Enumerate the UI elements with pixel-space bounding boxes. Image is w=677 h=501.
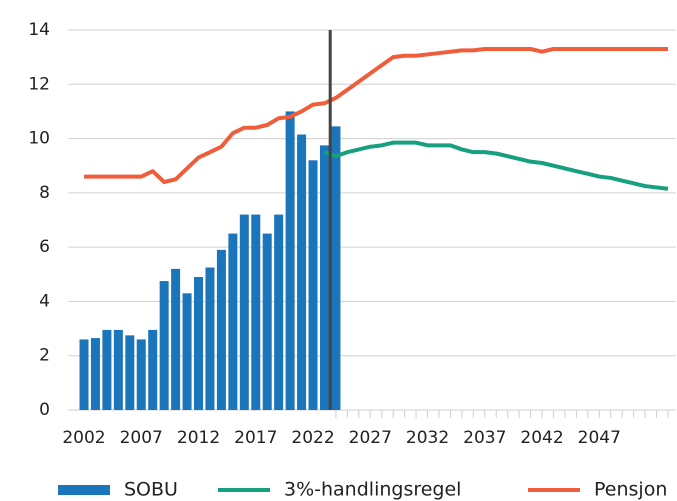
y-tick-label: 10 [28, 129, 50, 149]
bar [297, 134, 307, 410]
x-tick-label: 2002 [62, 428, 105, 448]
bar [113, 329, 123, 410]
y-tick-label: 6 [39, 237, 50, 257]
y-tick-label: 0 [39, 400, 50, 420]
bar [102, 329, 112, 410]
y-tick-label: 14 [28, 20, 50, 40]
bar [159, 281, 169, 410]
x-tick-label: 2027 [349, 428, 392, 448]
line [84, 47, 668, 184]
x-tick-label: 2047 [578, 428, 621, 448]
legend-label: Pensjon [594, 479, 667, 501]
legend-label: 3%-handlingsregel [284, 479, 461, 501]
y-tick-label: 4 [39, 291, 50, 311]
x-tick-label: 2007 [120, 428, 163, 448]
x-tick-label: 2042 [520, 428, 563, 448]
bar [239, 214, 249, 410]
bar [90, 338, 100, 410]
bar [125, 335, 135, 410]
bar [205, 267, 215, 410]
bar [274, 214, 284, 410]
bar [171, 268, 181, 410]
bar [79, 339, 89, 410]
x-tick-label: 2017 [234, 428, 277, 448]
bar [136, 339, 146, 410]
legend-swatch [58, 485, 110, 495]
y-tick-label: 2 [39, 346, 50, 366]
bar [251, 214, 261, 410]
y-tick-label: 8 [39, 183, 50, 203]
x-tick-label: 2037 [463, 428, 506, 448]
bar [285, 111, 295, 410]
legend-label: SOBU [124, 479, 178, 501]
bar [331, 126, 341, 410]
x-tick-label: 2012 [177, 428, 220, 448]
bar [182, 293, 192, 410]
bar [228, 233, 238, 410]
y-tick-label: 12 [28, 74, 50, 94]
x-tick-label: 2032 [406, 428, 449, 448]
bar [262, 233, 272, 410]
bar [216, 249, 226, 410]
bar [308, 160, 318, 410]
bar [194, 277, 204, 410]
x-tick-label: 2022 [291, 428, 334, 448]
bar [319, 145, 329, 410]
bar [148, 329, 158, 410]
line [323, 140, 669, 191]
